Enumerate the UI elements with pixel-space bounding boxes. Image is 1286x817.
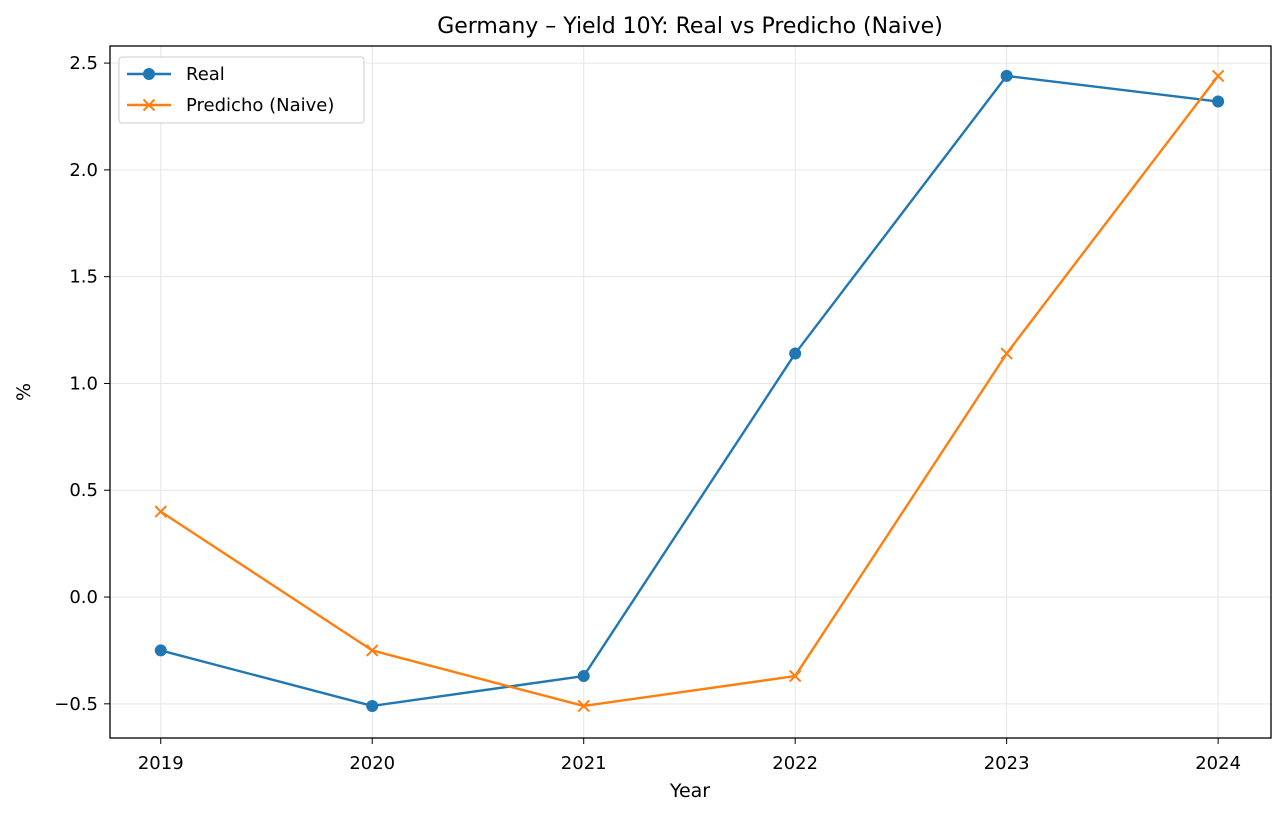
legend: Real Predicho (Naive) (118, 56, 365, 124)
data-point (154, 505, 167, 518)
y-tick-label: 2.5 (69, 53, 98, 74)
data-point (366, 644, 379, 657)
y-tick-label: 2.0 (69, 160, 98, 181)
legend-box (118, 56, 365, 124)
data-point (577, 699, 590, 713)
x-tick-label: 2023 (984, 753, 1030, 774)
series-line (160, 75, 1220, 708)
data-point (154, 644, 167, 657)
x-tick-label: 2019 (138, 753, 184, 774)
legend-marker (143, 68, 155, 80)
data-point (366, 699, 379, 712)
series-2 (154, 69, 1225, 713)
y-tick-label: −0.5 (54, 694, 98, 715)
data-point (1000, 347, 1013, 360)
data-point (1000, 69, 1013, 82)
series-layer (154, 69, 1225, 713)
y-tick-label: 1.5 (69, 267, 98, 288)
chart-title: Germany – Yield 10Y: Real vs Predicho (N… (437, 14, 943, 39)
x-tick-label: 2022 (772, 753, 818, 774)
x-tick-label: 2020 (349, 753, 395, 774)
series-1 (154, 69, 1225, 712)
data-point (789, 347, 802, 360)
x-axis: 2019 2020 2021 2022 2023 2024 (138, 738, 1241, 774)
data-point (1212, 95, 1225, 108)
legend-marker (142, 98, 156, 112)
x-axis-title: Year (669, 780, 710, 802)
grid (110, 46, 1271, 738)
data-point (577, 670, 590, 683)
data-point (1211, 69, 1225, 83)
y-tick-label: 0.0 (69, 587, 98, 608)
y-tick-label: 0.5 (69, 480, 98, 501)
legend-label: Real (186, 64, 225, 85)
y-axis: −0.5 0.0 0.5 1.0 1.5 2.0 2.5 (54, 53, 110, 715)
y-tick-label: 1.0 (69, 373, 98, 394)
x-tick-label: 2021 (561, 753, 607, 774)
plot-frame (109, 45, 1272, 739)
legend-label: Predicho (Naive) (186, 95, 334, 116)
y-axis-title: % (13, 383, 35, 401)
x-tick-label: 2024 (1195, 753, 1241, 774)
data-point (788, 669, 802, 683)
series-line (160, 74, 1219, 708)
